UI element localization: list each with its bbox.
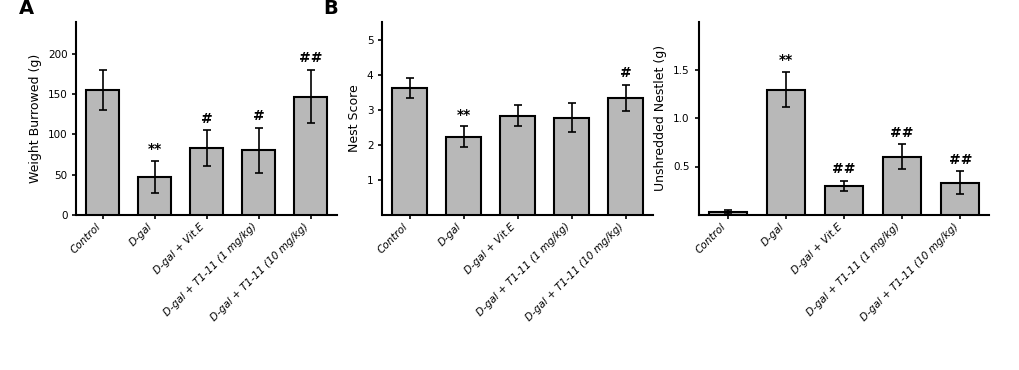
Text: ##: ## bbox=[890, 125, 913, 139]
Text: A: A bbox=[19, 0, 35, 18]
Bar bbox=[941, 183, 978, 215]
Text: **: ** bbox=[457, 108, 470, 122]
Bar bbox=[138, 177, 171, 215]
Bar bbox=[293, 97, 327, 215]
Bar bbox=[766, 90, 804, 215]
Text: **: ** bbox=[779, 53, 792, 67]
Bar bbox=[553, 118, 589, 215]
Bar bbox=[391, 88, 427, 215]
Bar bbox=[607, 98, 643, 215]
Y-axis label: Nest Score: Nest Score bbox=[347, 84, 361, 152]
Bar bbox=[708, 212, 746, 215]
Text: #: # bbox=[253, 109, 264, 123]
Y-axis label: Unshredded Nestlet (g): Unshredded Nestlet (g) bbox=[654, 46, 666, 191]
Y-axis label: Weight Burrowed (g): Weight Burrowed (g) bbox=[30, 54, 42, 183]
Text: ##: ## bbox=[299, 51, 322, 65]
Text: #: # bbox=[201, 112, 212, 126]
Bar bbox=[190, 148, 223, 215]
Text: #: # bbox=[620, 66, 631, 80]
Bar bbox=[86, 90, 119, 215]
Text: ##: ## bbox=[948, 152, 971, 166]
Bar bbox=[242, 151, 275, 215]
Bar bbox=[882, 157, 920, 215]
Bar bbox=[824, 186, 862, 215]
Text: **: ** bbox=[148, 142, 161, 156]
Text: ##: ## bbox=[832, 162, 855, 176]
Text: B: B bbox=[323, 0, 337, 18]
Bar bbox=[445, 137, 481, 215]
Bar bbox=[499, 115, 535, 215]
